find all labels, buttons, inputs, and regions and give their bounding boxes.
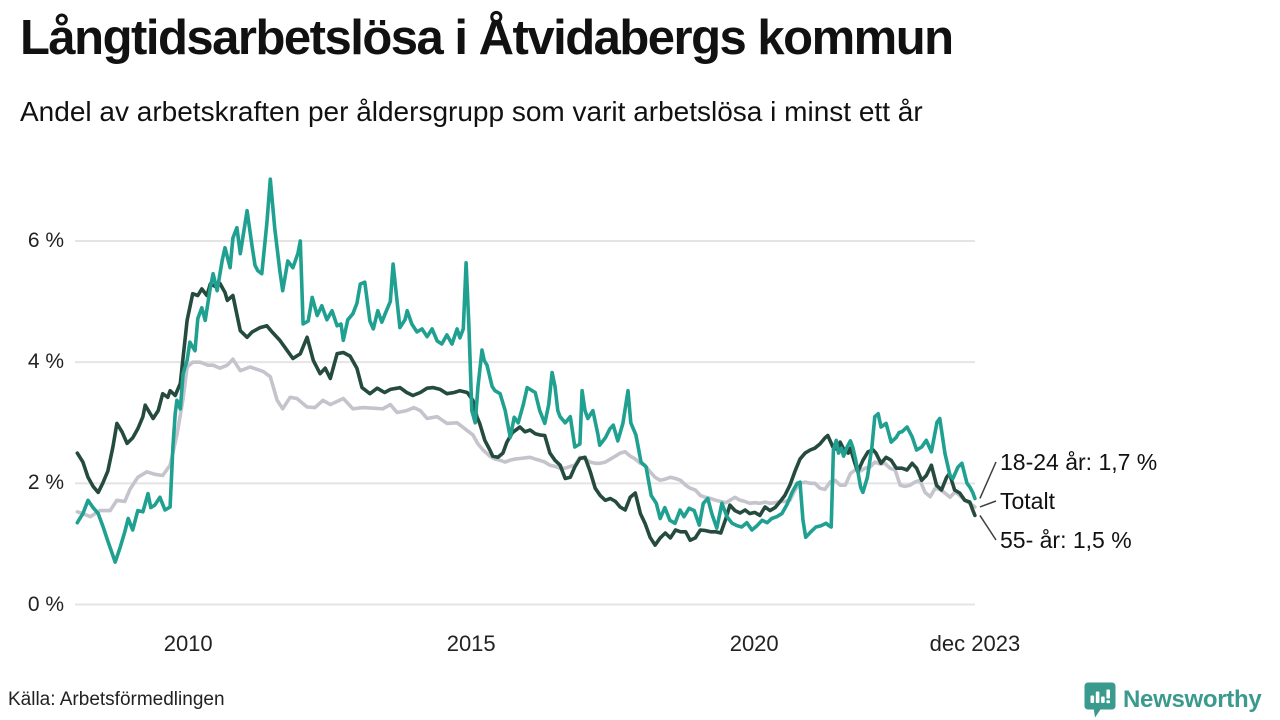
source-note: Källa: Arbetsförmedlingen xyxy=(8,689,225,710)
page-title: Långtidsarbetslösa i Åtvidabergs kommun xyxy=(20,11,954,65)
x-tick-label: 2010 xyxy=(163,631,213,656)
chart-subtitle: Andel av arbetskraften per åldersgrupp s… xyxy=(20,96,923,127)
newsworthy-logo-text: Newsworthy xyxy=(1123,686,1262,713)
x-tick-label: 2020 xyxy=(729,631,779,656)
x-tick-label: dec 2023 xyxy=(929,631,1021,656)
y-tick-label: 4 % xyxy=(27,350,64,374)
series-label-55: 55- år: 1,5 % xyxy=(1000,527,1132,553)
newsworthy-logo[interactable]: Newsworthy xyxy=(1084,682,1262,718)
y-tick-label: 2 % xyxy=(27,471,64,495)
x-tick-label: 2015 xyxy=(446,631,496,656)
series-label-totalt: Totalt xyxy=(1000,488,1055,514)
y-tick-label: 6 % xyxy=(27,229,64,253)
series-label-18-24: 18-24 år: 1,7 % xyxy=(1000,449,1158,475)
newsworthy-logo-icon xyxy=(1084,682,1116,718)
y-tick-label: 0 % xyxy=(27,592,64,616)
